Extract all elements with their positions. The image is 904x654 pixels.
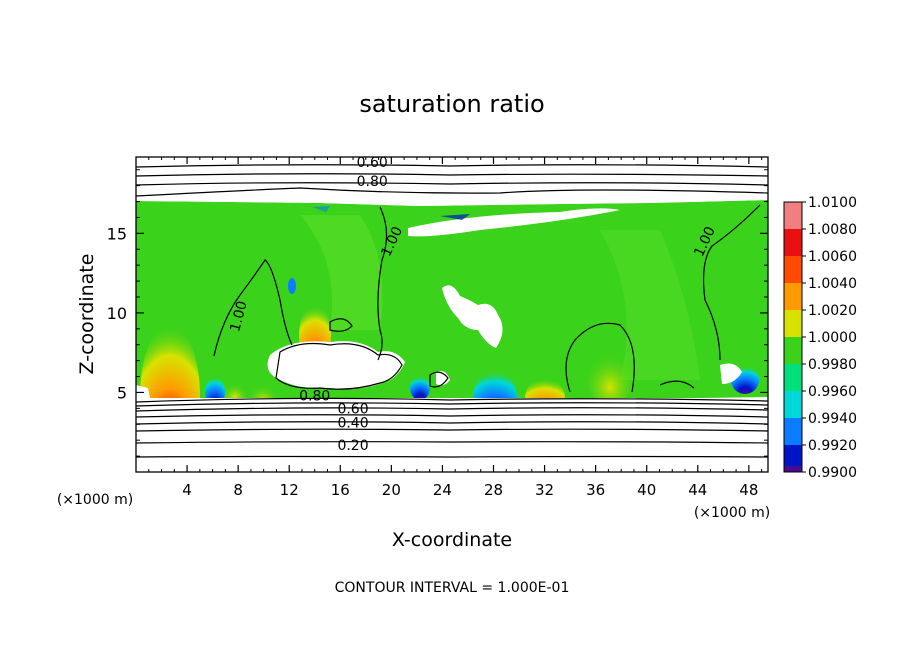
y-axis-label: Z-coordinate [76, 254, 98, 375]
colorbar-segment [784, 310, 802, 337]
colorbar-label: 1.0040 [808, 276, 857, 292]
colorbar-label: 1.0060 [808, 249, 857, 265]
contour-label: 0.20 [337, 438, 368, 454]
plot-frame [135, 156, 769, 473]
x-axis-label: X-coordinate [392, 529, 512, 551]
colorbar-segment [784, 391, 802, 418]
contour-label: 0.60 [337, 401, 368, 417]
x-tick-label: 8 [233, 481, 243, 499]
x-tick-label: 28 [484, 481, 503, 499]
colorbar-label: 0.9940 [808, 411, 857, 427]
colorbar-label: 1.0020 [808, 303, 857, 319]
x-tick-label: 40 [637, 481, 656, 499]
contour-label: 0.60 [357, 155, 388, 171]
colorbar-label: 0.9980 [808, 357, 857, 373]
colorbar-segment-bottom [784, 466, 802, 472]
colorbar-segment [784, 445, 802, 472]
x-unit-left: (×1000 m) [57, 492, 133, 508]
contour-interval-note: CONTOUR INTERVAL = 1.000E-01 [335, 580, 570, 596]
x-tick-label: 32 [535, 481, 554, 499]
y-tick-label: 15 [107, 224, 127, 243]
x-tick-label: 24 [433, 481, 452, 499]
x-tick-label: 36 [586, 481, 605, 499]
heatmap-field [136, 157, 768, 472]
contour-label: 0.40 [337, 416, 368, 432]
y-tick-label: 10 [107, 304, 127, 323]
y-tick-label: 5 [117, 383, 127, 402]
x-tick-label: 12 [280, 481, 299, 499]
contour-label: 0.80 [357, 174, 388, 190]
colorbar-label: 1.0000 [808, 330, 857, 346]
colorbar-segment [784, 337, 802, 364]
colorbar-segment [784, 364, 802, 391]
colorbar-label: 1.0100 [808, 195, 857, 211]
x-tick-label: 16 [331, 481, 350, 499]
colorbar-segment [784, 229, 802, 256]
x-unit-right: (×1000 m) [694, 505, 770, 521]
contour-lines [136, 164, 768, 458]
contour-label: 0.80 [299, 389, 330, 405]
x-tick-label: 44 [688, 481, 707, 499]
x-tick-label: 4 [182, 481, 192, 499]
colorbar-label: 0.9900 [808, 465, 857, 481]
x-tick-label: 20 [382, 481, 401, 499]
contour-label: 1.00 [227, 299, 251, 333]
colorbar-label: 1.0080 [808, 222, 857, 238]
colorbar-segment [784, 256, 802, 283]
colorbar-segment [784, 202, 802, 229]
colorbar-segment [784, 418, 802, 445]
chart-title: saturation ratio [359, 90, 544, 118]
x-tick-label: 48 [739, 481, 758, 499]
colorbar-label: 0.9960 [808, 384, 857, 400]
colorbar-label: 0.9920 [808, 438, 857, 454]
colorbar: 1.0100 1.0080 1.0060 1.0040 1.0020 1.0000 0.99… [783, 195, 857, 481]
colorbar-segment [784, 283, 802, 310]
